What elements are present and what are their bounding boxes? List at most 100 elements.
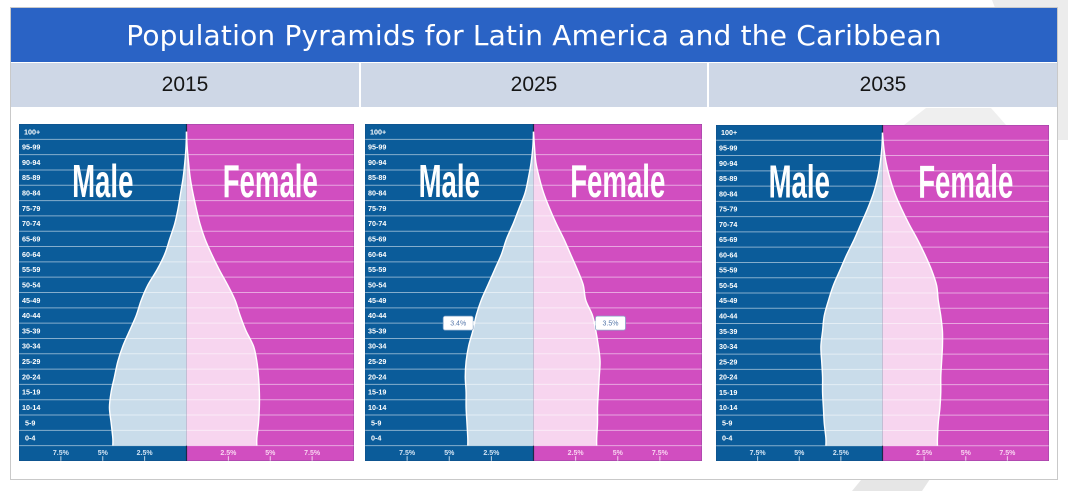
card-swoosh [904, 108, 1006, 125]
female-bar [883, 278, 937, 293]
male-bar [826, 430, 883, 445]
male-bar [141, 293, 186, 308]
male-side-label: Male [769, 158, 830, 209]
x-tick-label: 7.5% [652, 450, 669, 457]
x-tick-label: 5% [961, 450, 972, 457]
age-group-label: 20-24 [368, 372, 386, 381]
male-bar [501, 247, 533, 262]
age-group-label: 0-4 [722, 434, 732, 443]
female-bar [187, 323, 246, 338]
female-bar [187, 354, 257, 369]
male-bar [113, 430, 187, 445]
age-group-label: 15-19 [368, 388, 386, 397]
year-header-2025: 2025 [361, 63, 707, 107]
female-population-area [186, 131, 260, 446]
age-group-label: 50-54 [719, 281, 737, 290]
age-group-label: 70-74 [368, 219, 386, 228]
tooltip-pointer [473, 320, 476, 326]
female-bar [534, 231, 564, 246]
age-group-label: 95-99 [368, 143, 386, 152]
age-group-label: 40-44 [719, 312, 737, 321]
female-bar [883, 385, 941, 400]
age-group-label: 100+ [721, 128, 737, 137]
female-population-outline [881, 132, 944, 446]
age-group-label: 25-29 [719, 357, 737, 366]
male-population-outline [820, 132, 884, 446]
age-group-label: 30-34 [719, 342, 737, 351]
age-group-label: 80-84 [719, 189, 737, 198]
female-bar [534, 400, 598, 415]
age-group-label: 20-24 [719, 373, 737, 382]
female-bar [883, 400, 940, 415]
population-pyramid-2025: 100+ 95-99 90-94 85-89 80-84 75-79 70-74 65-69 6… [365, 124, 702, 461]
female-bar [187, 308, 241, 323]
female-bar [534, 216, 557, 231]
age-group-label: 75-79 [368, 204, 386, 213]
male-bar [467, 415, 534, 430]
male-bar [157, 262, 186, 277]
male-bar [840, 262, 882, 277]
age-group-label: 60-64 [368, 250, 386, 259]
male-bar [833, 278, 882, 293]
male-bar [148, 277, 187, 292]
x-tick-label: 5% [794, 450, 805, 457]
age-group-label: 35-39 [22, 326, 40, 335]
age-group-label: 0-4 [25, 434, 35, 443]
male-bar [118, 354, 187, 369]
age-group-label: 50-54 [22, 280, 40, 289]
x-tick-label: 2.5% [833, 450, 850, 457]
age-group-label: 45-49 [719, 296, 737, 305]
x-tick-label: 2.5% [220, 450, 237, 457]
title-bar: Population Pyramids for Latin America an… [11, 8, 1057, 62]
age-group-label: 65-69 [719, 235, 737, 244]
female-bar [534, 293, 586, 308]
female-bar [534, 415, 598, 430]
population-pyramid-2015: 100+ 95-99 90-94 85-89 80-84 75-79 70-74 65-69 6… [19, 124, 354, 461]
age-group-label: 65-69 [22, 234, 40, 243]
age-group-label: 15-19 [22, 388, 40, 397]
age-group-label: 75-79 [719, 205, 737, 214]
x-tick-label: 2.5% [916, 450, 933, 457]
male-bar [824, 308, 882, 323]
age-group-label: 75-79 [22, 204, 40, 213]
age-group-label: 5-9 [722, 418, 732, 427]
female-bar [534, 338, 599, 353]
age-group-label: 60-64 [22, 250, 40, 259]
age-group-label: 55-59 [368, 265, 386, 274]
female-bar [187, 430, 257, 445]
female-bar [187, 262, 220, 277]
age-group-label: 25-29 [368, 357, 386, 366]
tooltip-pointer [592, 320, 596, 326]
male-side-label: Male [72, 157, 133, 208]
age-group-label: 10-14 [368, 403, 386, 412]
age-group-label: 45-49 [368, 296, 386, 305]
male-bar [466, 384, 533, 399]
age-group-label: 85-89 [368, 173, 386, 182]
male-bar [111, 415, 186, 430]
x-tick-label: 7.5% [999, 450, 1016, 457]
male-bar [847, 247, 883, 262]
male-bar [821, 339, 883, 354]
male-bar [823, 385, 883, 400]
age-group-label: 80-84 [368, 189, 386, 198]
x-tick-label: 5% [613, 450, 624, 457]
female-bar [187, 338, 254, 353]
age-group-label: 55-59 [719, 266, 737, 275]
tooltip-value: 3.4% [450, 321, 466, 328]
page-title: Population Pyramids for Latin America an… [126, 18, 942, 52]
age-group-label: 90-94 [22, 158, 40, 167]
female-bar [534, 323, 596, 338]
male-bar [822, 354, 883, 369]
female-bar [883, 232, 918, 247]
female-bar [883, 430, 938, 445]
x-tick-label: 5% [444, 450, 455, 457]
female-bar [534, 247, 571, 262]
tooltip-value: 3.5% [602, 321, 618, 328]
age-group-label: 40-44 [22, 311, 40, 320]
age-group-label: 85-89 [719, 174, 737, 183]
female-bar [187, 293, 236, 308]
female-bar [534, 262, 578, 277]
age-group-label: 10-14 [719, 403, 737, 412]
population-pyramid-2035: 100+ 95-99 90-94 85-89 80-84 75-79 70-74 65-69 6… [716, 125, 1049, 461]
age-group-label: 95-99 [22, 143, 40, 152]
